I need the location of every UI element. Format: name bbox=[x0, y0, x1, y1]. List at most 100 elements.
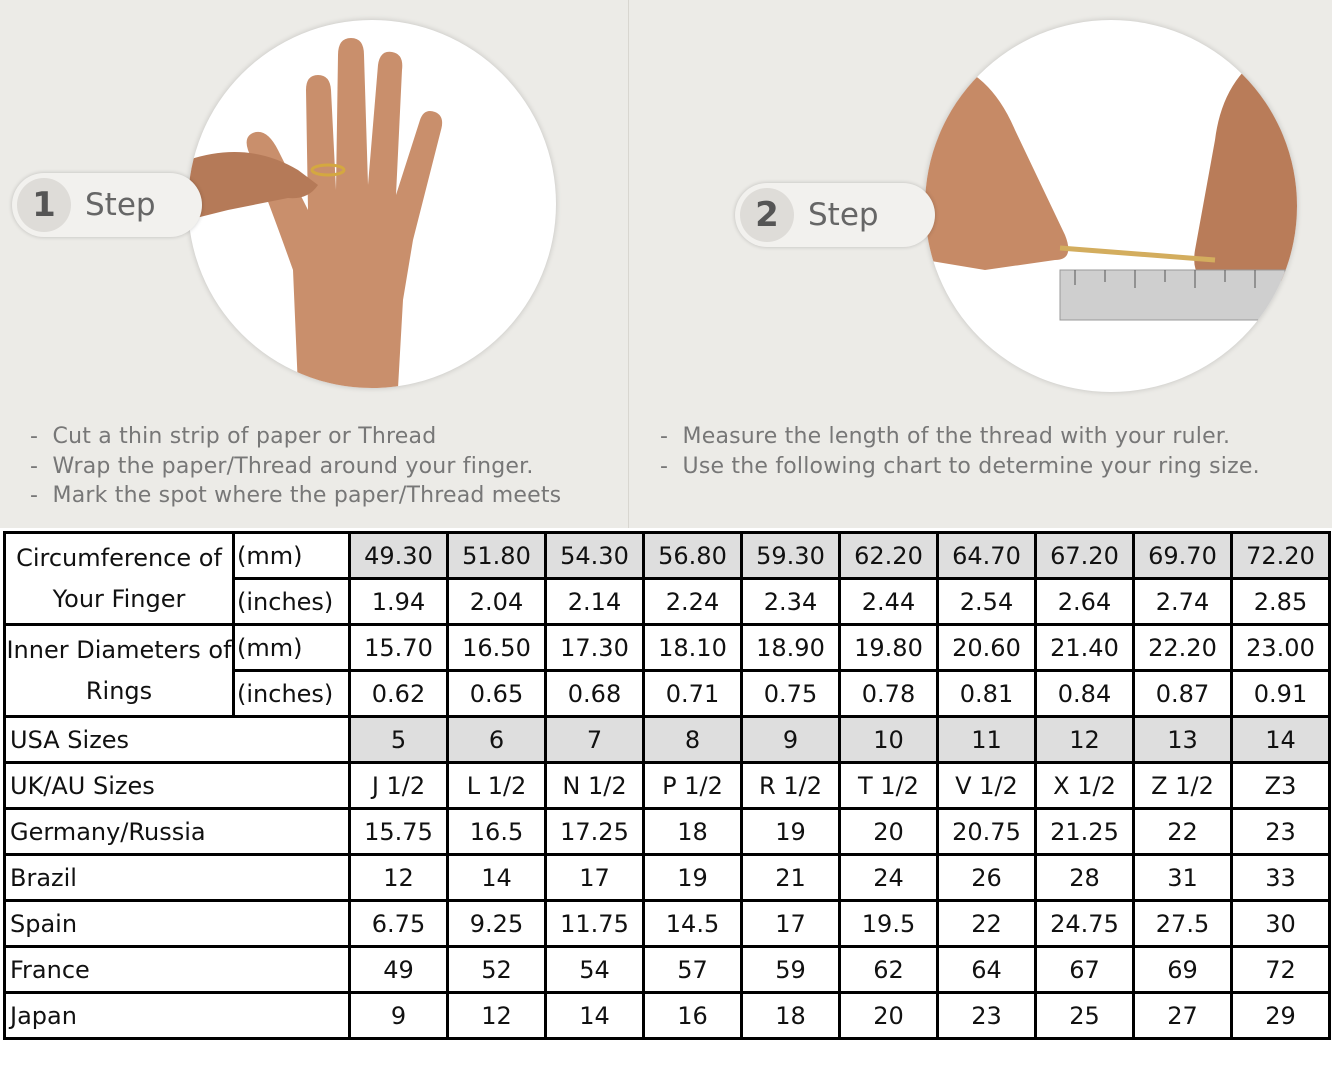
table-cell: 2.74 bbox=[1132, 577, 1233, 626]
table-cell: 18.10 bbox=[642, 623, 743, 672]
hand-measuring-image bbox=[188, 20, 556, 388]
row-label: USA Sizes bbox=[3, 715, 351, 764]
table-cell: 15.70 bbox=[348, 623, 449, 672]
table-cell: 20.60 bbox=[936, 623, 1037, 672]
instructions-panel: 1 Step 2 Step - Cut a thin strip of pape… bbox=[0, 0, 1332, 528]
table-cell: 10 bbox=[838, 715, 939, 764]
table-cell: 23.00 bbox=[1230, 623, 1331, 672]
table-cell: 24 bbox=[838, 853, 939, 902]
circumference-row: Circumference of Your Finger (mm) 49.30 51.… bbox=[3, 531, 1331, 626]
thread-ruler-image bbox=[925, 20, 1297, 392]
panel-divider bbox=[628, 0, 629, 528]
table-cell: 0.78 bbox=[838, 669, 939, 718]
table-row: USA Sizes 5 6 7 8 9 10 11 12 13 14 bbox=[3, 715, 1331, 764]
instruction-item: - Measure the length of the thread with … bbox=[660, 424, 1231, 449]
table-cell: 0.81 bbox=[936, 669, 1037, 718]
row-label: Brazil bbox=[3, 853, 351, 902]
table-cell: 2.64 bbox=[1034, 577, 1135, 626]
row-label: Germany/Russia bbox=[3, 807, 351, 856]
table-cell: L 1/2 bbox=[446, 761, 547, 810]
table-cell: 62.20 bbox=[838, 531, 939, 580]
instruction-text: Use the following chart to determine you… bbox=[682, 453, 1260, 479]
table-row: Germany/Russia 15.75 16.5 17.25 18 19 20 20.75 2… bbox=[3, 807, 1331, 856]
table-cell: 14 bbox=[446, 853, 547, 902]
circumference-row: (inches) 1.94 2.04 2.14 2.24 2.34 2.44 2.54 2.64… bbox=[5, 577, 1331, 626]
table-cell: 20 bbox=[838, 807, 939, 856]
unit-label: (mm) bbox=[232, 623, 351, 672]
table-cell: 16.5 bbox=[446, 807, 547, 856]
table-cell: 2.85 bbox=[1230, 577, 1331, 626]
table-cell: 0.65 bbox=[446, 669, 547, 718]
table-row: France 49 52 54 57 59 62 64 67 69 72 bbox=[3, 945, 1331, 994]
table-cell: 13 bbox=[1132, 715, 1233, 764]
step-1-badge: 1 Step bbox=[12, 173, 202, 237]
table-cell: 18 bbox=[740, 991, 841, 1040]
table-row: Brazil 12 14 17 19 21 24 26 28 31 33 bbox=[3, 853, 1331, 902]
table-cell: 72 bbox=[1230, 945, 1331, 994]
table-cell: 16.50 bbox=[446, 623, 547, 672]
row-label: France bbox=[3, 945, 351, 994]
table-cell: 9 bbox=[348, 991, 449, 1040]
row-label: Spain bbox=[3, 899, 351, 948]
table-cell: 69.70 bbox=[1132, 531, 1233, 580]
table-cell: 18.90 bbox=[740, 623, 841, 672]
table-cell: 25 bbox=[1034, 991, 1135, 1040]
table-cell: 67 bbox=[1034, 945, 1135, 994]
table-cell: 49.30 bbox=[348, 531, 449, 580]
table-cell: 6 bbox=[446, 715, 547, 764]
table-cell: 12 bbox=[446, 991, 547, 1040]
table-cell: 12 bbox=[348, 853, 449, 902]
table-cell: 56.80 bbox=[642, 531, 743, 580]
table-cell: 0.75 bbox=[740, 669, 841, 718]
table-cell: 14.5 bbox=[642, 899, 743, 948]
table-cell: 59.30 bbox=[740, 531, 841, 580]
table-cell: 2.24 bbox=[642, 577, 743, 626]
table-cell: 19 bbox=[740, 807, 841, 856]
table-cell: 64.70 bbox=[936, 531, 1037, 580]
inner-diameter-row: Inner Diameters of Rings (mm) 15.70 16.50 17… bbox=[3, 623, 1331, 718]
table-cell: 28 bbox=[1034, 853, 1135, 902]
table-cell: 14 bbox=[1230, 715, 1331, 764]
table-cell: 20.75 bbox=[936, 807, 1037, 856]
table-cell: 6.75 bbox=[348, 899, 449, 948]
table-cell: Z 1/2 bbox=[1132, 761, 1233, 810]
step-2-instructions: - Measure the length of the thread with … bbox=[660, 422, 1260, 481]
table-cell: 16 bbox=[642, 991, 743, 1040]
inner-diameter-row: (inches) 0.62 0.65 0.68 0.71 0.75 0.78 0.81 0.84… bbox=[5, 669, 1331, 718]
table-cell: T 1/2 bbox=[838, 761, 939, 810]
step-number: 2 bbox=[740, 188, 794, 242]
instruction-text: Measure the length of the thread with yo… bbox=[682, 424, 1231, 449]
table-cell: 22.20 bbox=[1132, 623, 1233, 672]
table-cell: 31 bbox=[1132, 853, 1233, 902]
step-label: Step bbox=[85, 187, 156, 223]
instruction-text: Cut a thin strip of paper or Thread bbox=[52, 424, 437, 449]
row-label: Japan bbox=[3, 991, 351, 1040]
table-cell: J 1/2 bbox=[348, 761, 449, 810]
table-cell: 2.44 bbox=[838, 577, 939, 626]
step-label: Step bbox=[808, 197, 879, 233]
table-cell: 2.04 bbox=[446, 577, 547, 626]
table-cell: 52 bbox=[446, 945, 547, 994]
table-cell: 26 bbox=[936, 853, 1037, 902]
table-cell: 69 bbox=[1132, 945, 1233, 994]
table-cell: 20 bbox=[838, 991, 939, 1040]
unit-label: (mm) bbox=[232, 531, 351, 580]
table-row: Japan 9 12 14 16 18 20 23 25 27 29 bbox=[3, 991, 1331, 1040]
table-cell: 9.25 bbox=[446, 899, 547, 948]
table-row: Spain 6.75 9.25 11.75 14.5 17 19.5 22 24.75 27.5 3… bbox=[3, 899, 1331, 948]
table-cell: 12 bbox=[1034, 715, 1135, 764]
inner-diameter-label: Inner Diameters of Rings bbox=[3, 623, 235, 718]
table-cell: 0.91 bbox=[1230, 669, 1331, 718]
table-cell: V 1/2 bbox=[936, 761, 1037, 810]
table-cell: 19.80 bbox=[838, 623, 939, 672]
table-cell: 8 bbox=[642, 715, 743, 764]
table-cell: X 1/2 bbox=[1034, 761, 1135, 810]
table-cell: 62 bbox=[838, 945, 939, 994]
step-number: 1 bbox=[17, 178, 71, 232]
table-cell: 11.75 bbox=[544, 899, 645, 948]
unit-label: (inches) bbox=[232, 669, 351, 718]
table-cell: 0.68 bbox=[544, 669, 645, 718]
table-cell: 2.34 bbox=[740, 577, 841, 626]
table-cell: 19 bbox=[642, 853, 743, 902]
table-cell: 17 bbox=[740, 899, 841, 948]
